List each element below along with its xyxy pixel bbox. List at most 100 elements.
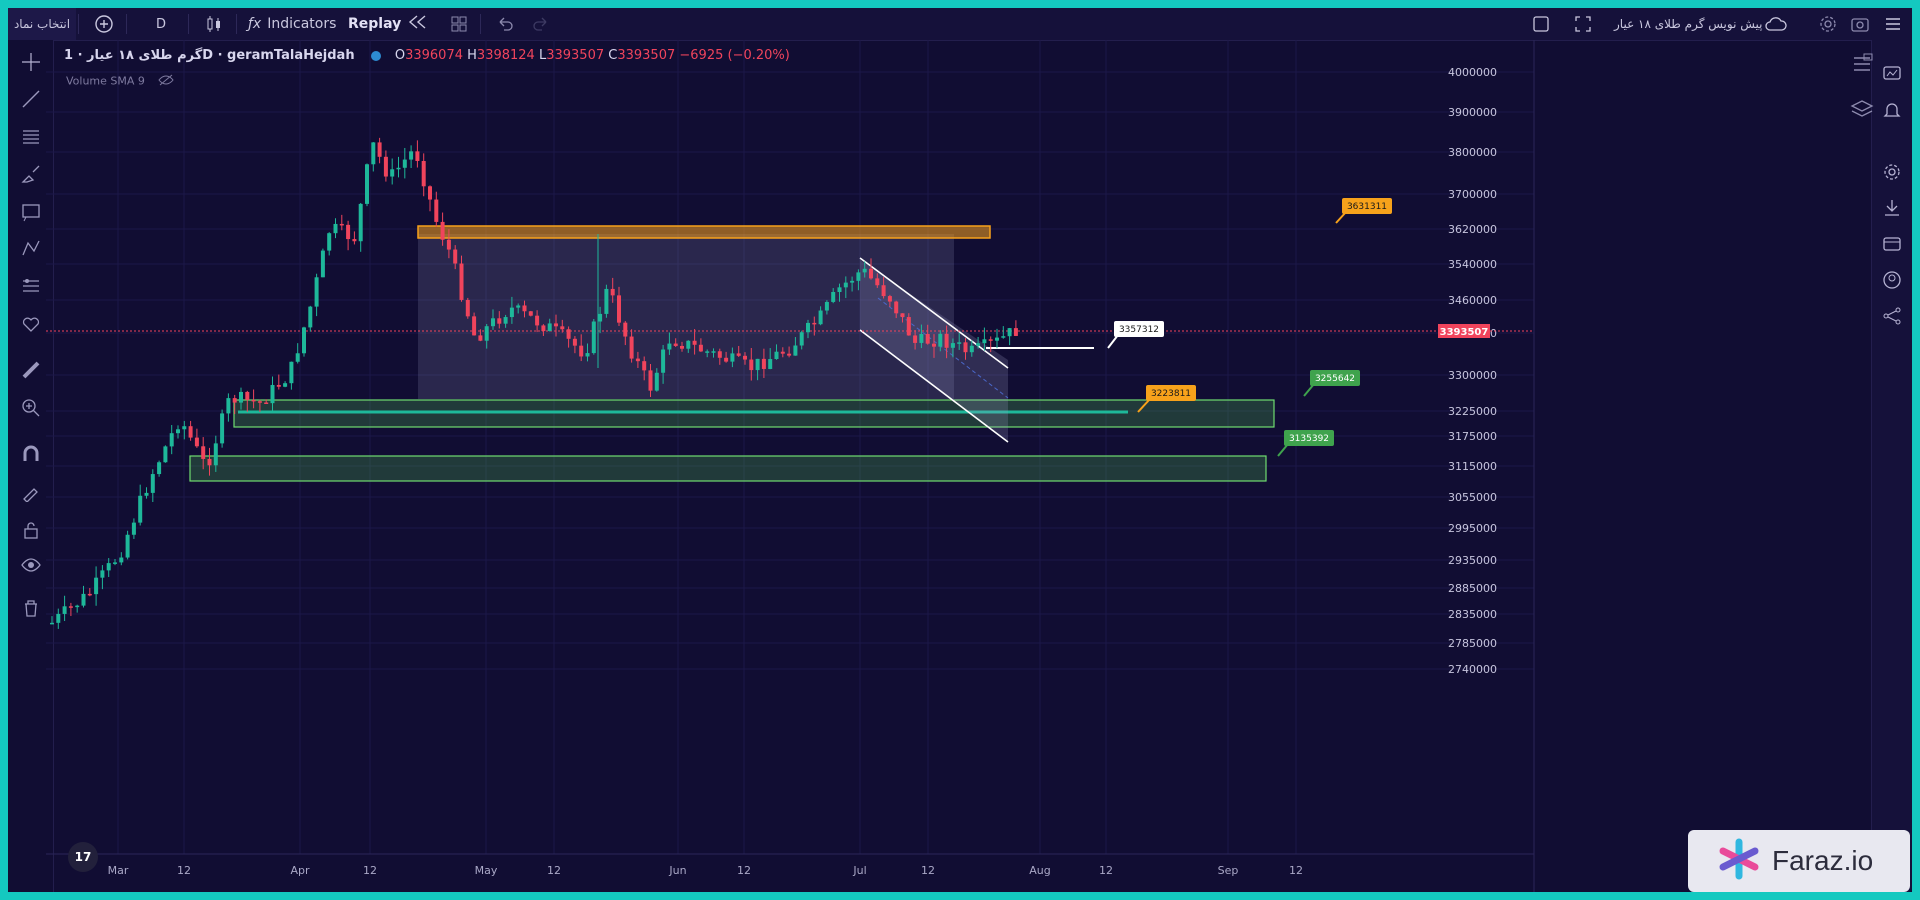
candle-body xyxy=(547,323,552,332)
layout-grid-icon[interactable] xyxy=(450,8,468,40)
candle-body xyxy=(768,359,773,369)
trash-icon[interactable] xyxy=(21,598,41,618)
candle-body xyxy=(535,315,540,326)
layers-icon[interactable] xyxy=(1850,98,1874,126)
text-note-icon[interactable] xyxy=(21,202,41,222)
zoom-in-icon[interactable] xyxy=(21,398,41,418)
alerts-bell-icon[interactable] xyxy=(1882,100,1902,120)
time-axis-label: Aug xyxy=(1029,864,1050,877)
candle-body xyxy=(793,345,798,356)
top-toolbar: انتخاب نماد D ƒx Indicators Replay xyxy=(8,8,1912,41)
lock-icon[interactable] xyxy=(21,520,41,540)
prediction-icon[interactable] xyxy=(21,276,41,296)
price-axis-label: 3700000 xyxy=(1448,188,1497,201)
settings-gear-icon[interactable] xyxy=(1818,8,1838,40)
price-axis-label: 2785000 xyxy=(1448,637,1497,650)
indicators-label: Indicators xyxy=(267,16,337,32)
brush-icon[interactable] xyxy=(21,164,41,184)
candle-body xyxy=(484,326,489,341)
high-label: H xyxy=(467,48,477,63)
resistance-zone xyxy=(417,225,991,239)
candle-body xyxy=(692,340,697,345)
fullscreen-square-icon[interactable] xyxy=(1532,8,1550,40)
trend-line-icon[interactable] xyxy=(21,89,41,109)
volume-indicator-legend[interactable]: Volume SMA 9 xyxy=(66,74,175,89)
candle-body xyxy=(421,160,426,187)
candle-body xyxy=(302,327,306,354)
profile-icon[interactable] xyxy=(1882,270,1902,290)
candle-body xyxy=(850,280,855,283)
fib-lines-icon[interactable] xyxy=(21,127,41,147)
candle-body xyxy=(396,167,401,170)
candle-body xyxy=(654,372,659,391)
candle-body xyxy=(711,351,716,353)
candle-body xyxy=(50,622,54,625)
channel-lower xyxy=(859,329,1009,443)
layout-name[interactable]: پیش نویس گرم طلای ۱۸ عیار xyxy=(1614,17,1763,31)
eye-icon[interactable] xyxy=(21,555,41,575)
candle-body xyxy=(843,282,848,288)
camera-icon[interactable] xyxy=(1850,8,1870,40)
time-axis-label: 12 xyxy=(1289,864,1303,877)
candle-body xyxy=(428,186,432,200)
volume-label: Volume SMA 9 xyxy=(66,74,145,88)
annotation-3357312-tail xyxy=(1107,334,1119,349)
share-icon[interactable] xyxy=(1882,306,1902,326)
candle-body xyxy=(950,343,955,348)
candle-body xyxy=(673,343,678,346)
candle-body xyxy=(881,285,886,297)
redo-icon[interactable] xyxy=(532,8,550,40)
candle-body xyxy=(698,344,703,352)
favorites-heart-icon[interactable] xyxy=(21,314,41,334)
candle-body xyxy=(163,446,168,463)
replay-button[interactable]: Replay xyxy=(348,8,429,40)
symbol-title[interactable]: گرم طلای ۱۸ عیار · 1D · geramTalaHejdah xyxy=(64,48,355,63)
candle-body xyxy=(925,333,930,344)
candle-body xyxy=(957,342,962,344)
cloud-save-icon[interactable] xyxy=(1764,8,1788,40)
card-icon[interactable] xyxy=(1882,234,1902,254)
candle-body xyxy=(944,333,949,348)
candle-body xyxy=(188,426,193,438)
candle-body xyxy=(333,223,338,234)
interval-button[interactable]: D xyxy=(156,16,167,32)
menu-hamburger-icon[interactable] xyxy=(1884,8,1902,40)
hidden-eye-icon[interactable] xyxy=(158,74,175,89)
symbol-search-button[interactable]: انتخاب نماد xyxy=(8,8,76,40)
undo-icon[interactable] xyxy=(496,8,514,40)
candle-body xyxy=(736,353,741,356)
toolbar-divider xyxy=(188,14,189,34)
candle-body xyxy=(635,358,640,362)
download-icon[interactable] xyxy=(1882,198,1902,218)
settings-icon[interactable] xyxy=(1882,162,1902,182)
candle-body xyxy=(988,339,993,341)
price-axis-label: 3800000 xyxy=(1448,146,1497,159)
crosshair-icon[interactable] xyxy=(21,52,41,72)
indicators-button[interactable]: ƒx Indicators xyxy=(248,8,336,40)
price-axis-label: 2935000 xyxy=(1448,554,1497,567)
candle-body xyxy=(554,323,558,327)
tradingview-logo[interactable]: 17 xyxy=(68,842,98,872)
magnet-icon[interactable] xyxy=(21,444,41,464)
candle-body xyxy=(169,433,174,447)
annotation-3135392-text: 3135392 xyxy=(1289,434,1329,444)
pattern-icon[interactable] xyxy=(21,239,41,259)
time-axis-label: 12 xyxy=(177,864,191,877)
candle-type-icon[interactable] xyxy=(204,8,224,40)
candle-body xyxy=(969,345,974,353)
compare-add-icon[interactable] xyxy=(94,8,116,40)
candle-body xyxy=(62,606,67,614)
price-chart[interactable]: 4000000 3900000 3800000 3700000 3620000 35400… xyxy=(8,8,1912,892)
candle-body xyxy=(799,332,804,346)
price-axis-label: 3620000 xyxy=(1448,223,1497,236)
support-zone-lower xyxy=(189,455,1267,482)
candle-body xyxy=(623,322,628,337)
object-tree-icon[interactable] xyxy=(1850,52,1874,80)
fullscreen-icon[interactable] xyxy=(1574,8,1592,40)
watchlist-icon[interactable] xyxy=(1882,64,1902,84)
candle-body xyxy=(232,398,237,403)
stay-drawing-icon[interactable] xyxy=(21,482,41,502)
ruler-icon[interactable] xyxy=(21,360,41,380)
annotation-3631311-text: 3631311 xyxy=(1347,202,1387,212)
change-value: −6925 (−0.20%) xyxy=(679,48,790,63)
